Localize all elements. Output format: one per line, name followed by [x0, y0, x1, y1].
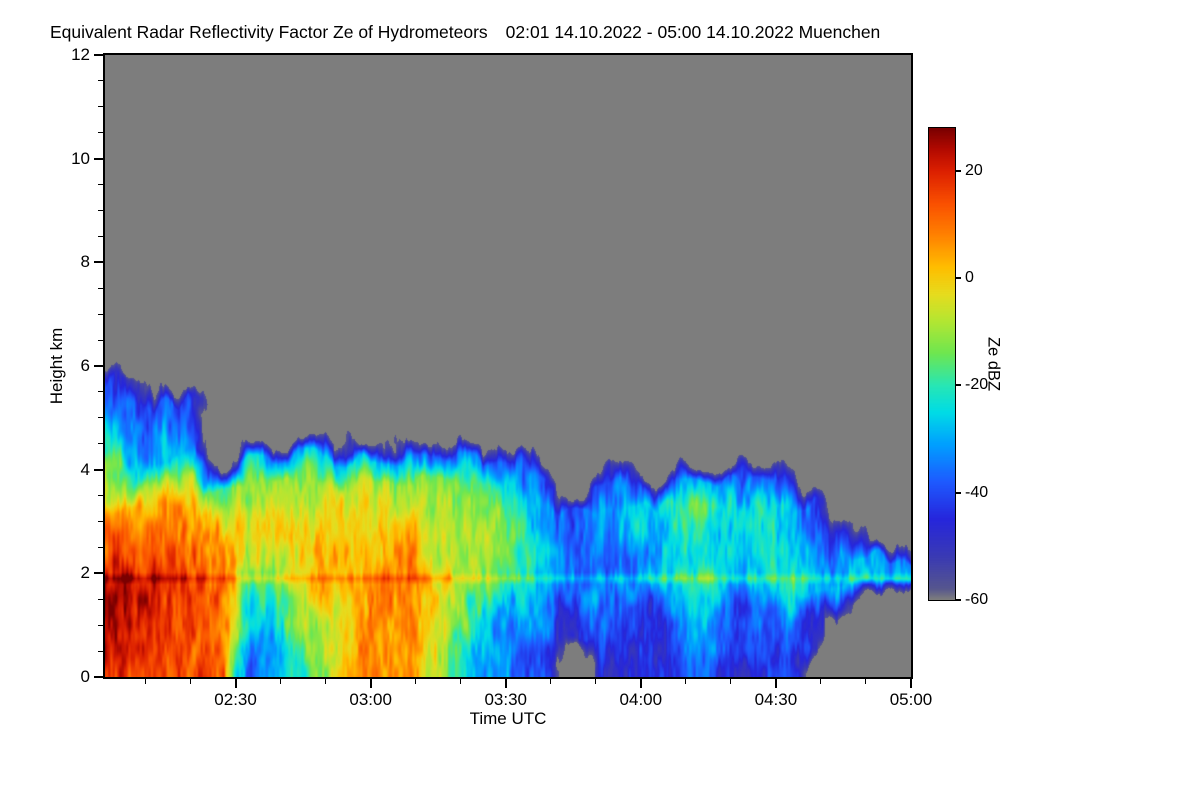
y-axis-label: Height km — [47, 327, 66, 405]
x-tick — [504, 679, 507, 688]
title-spacer — [488, 22, 506, 43]
chart-title: Equivalent Radar Reflectivity Factor Ze … — [50, 22, 880, 43]
colorbar-tick — [956, 169, 961, 172]
x-minor-tick — [415, 679, 417, 684]
x-tick — [910, 679, 912, 688]
y-tick — [94, 468, 103, 471]
x-tick — [234, 679, 237, 688]
x-minor-tick — [280, 679, 282, 684]
x-tick — [639, 679, 642, 688]
y-tick-label: 0 — [80, 667, 90, 686]
x-tick-label: 04:30 — [754, 690, 798, 709]
colorbar-label: Ze dBZ — [984, 336, 1003, 392]
colorbar-tick-label: -40 — [965, 483, 989, 501]
x-minor-tick — [145, 679, 147, 684]
plot-frame — [103, 53, 913, 679]
chart-title-text: Equivalent Radar Reflectivity Factor Ze … — [50, 22, 488, 42]
y-tick-label: 10 — [71, 148, 90, 168]
x-minor-tick — [685, 679, 687, 684]
y-tick-label: 12 — [71, 45, 90, 64]
colorbar-tick — [956, 491, 961, 494]
x-minor-tick — [730, 679, 732, 684]
y-tick-label: 4 — [80, 459, 90, 479]
x-minor-tick — [550, 679, 552, 684]
x-minor-tick — [865, 679, 867, 684]
colorbar-tick — [956, 277, 961, 280]
x-minor-tick — [820, 679, 822, 684]
chart-timespan-text: 02:01 14.10.2022 - 05:00 14.10.2022 Muen… — [505, 22, 881, 42]
x-minor-tick — [190, 679, 192, 684]
heatmap-canvas — [105, 55, 911, 677]
x-tick-label: 05:00 — [889, 690, 933, 709]
y-tick-label: 8 — [80, 252, 90, 272]
colorbar-tick — [956, 599, 961, 601]
x-tick-label: 02:30 — [214, 690, 257, 709]
colorbar-canvas — [929, 128, 955, 600]
x-tick — [774, 679, 777, 688]
y-tick — [94, 365, 103, 367]
x-minor-tick — [325, 679, 327, 684]
y-tick — [94, 261, 103, 264]
y-tick — [94, 54, 103, 56]
y-tick — [94, 572, 103, 575]
x-tick-label: 04:00 — [619, 690, 663, 709]
x-tick-label: 03:00 — [349, 690, 392, 709]
colorbar-frame — [928, 127, 956, 601]
y-tick — [94, 676, 103, 678]
x-tick — [369, 679, 372, 688]
colorbar-tick-label: 0 — [965, 269, 974, 287]
colorbar-tick — [956, 384, 961, 387]
colorbar-tick-label: -60 — [965, 591, 989, 608]
colorbar-tick-label: 20 — [965, 161, 983, 179]
y-tick-label: 2 — [80, 563, 90, 583]
x-tick-label: 03:30 — [484, 690, 527, 709]
x-minor-tick — [460, 679, 462, 684]
y-tick — [94, 157, 103, 160]
x-minor-tick — [595, 679, 597, 684]
x-axis-label: Time UTC — [469, 709, 547, 728]
